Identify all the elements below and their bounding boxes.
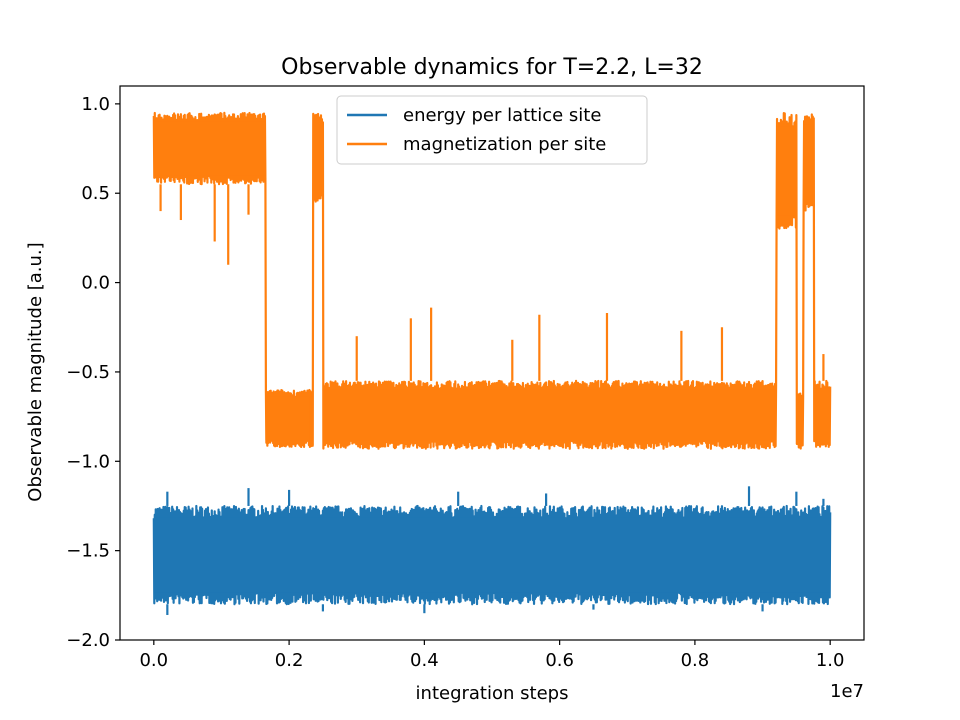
x-tick-label: 0.0 [139, 650, 168, 671]
y-tick-label: 1.0 [81, 94, 110, 115]
axes: 0.0 0.2 0.4 0.6 0.8 1.0 −2.0 −1.5 −1.0 −0.5 0.0 0.5… [66, 85, 865, 671]
x-axis-label: integration steps [416, 683, 569, 704]
legend: energy per lattice site magnetization per… [336, 95, 648, 165]
series-band [813, 388, 831, 440]
x-tick-label: 0.6 [545, 650, 574, 671]
x-tick-label: 0.4 [410, 650, 439, 671]
series-band [312, 123, 320, 192]
axes-frame [119, 85, 865, 641]
series-2 [152, 111, 832, 450]
series-band [153, 121, 263, 176]
legend-entry: magnetization per site [403, 134, 606, 155]
series-band [153, 517, 831, 593]
y-tick-label: −2.0 [66, 630, 110, 651]
series-band [776, 126, 795, 216]
series-band [796, 396, 802, 442]
y-tick-label: 0.5 [81, 183, 110, 204]
series-1 [152, 486, 832, 615]
x-axis-offset-label: 1e7 [830, 681, 864, 702]
series-band [322, 389, 775, 441]
chart-title: Observable dynamics for T=2.2, L=32 [281, 55, 703, 80]
x-tick-label: 0.2 [275, 650, 304, 671]
y-tick-label: −0.5 [66, 362, 110, 383]
series-band [319, 123, 323, 192]
y-tick-label: 0.0 [81, 273, 110, 294]
series-band [803, 124, 812, 200]
x-tick-label: 0.8 [681, 650, 710, 671]
legend-entry: energy per lattice site [403, 105, 601, 126]
series-band [309, 396, 313, 441]
y-tick-label: −1.5 [66, 541, 110, 562]
series-band [262, 121, 266, 176]
x-tick-label: 1.0 [816, 650, 845, 671]
plot-area [152, 111, 832, 615]
y-axis-label: Observable magnitude [a.u.] [25, 242, 46, 501]
legend-box [336, 95, 648, 165]
series-band [265, 396, 310, 441]
y-tick-label: −1.0 [66, 451, 110, 472]
